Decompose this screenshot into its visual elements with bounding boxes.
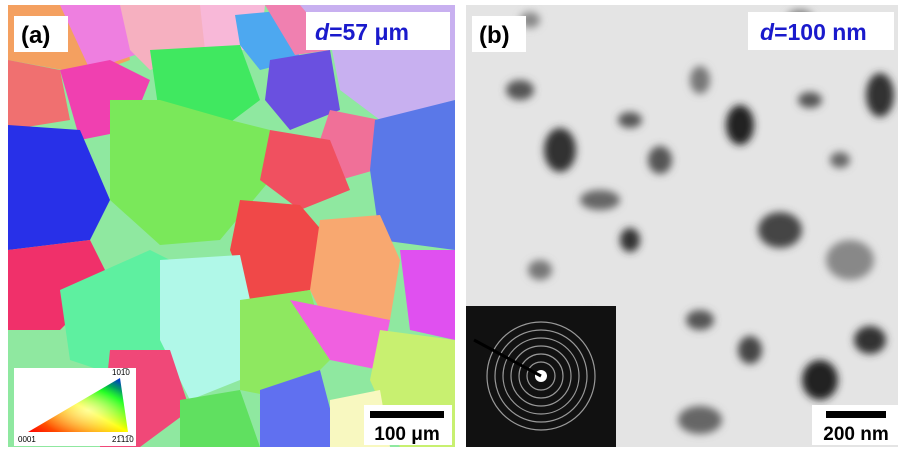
panel-label-box (14, 16, 68, 52)
ipf-top: 101̅0 (112, 368, 130, 377)
scale-bar (826, 411, 886, 418)
size-symbol: d (760, 19, 775, 45)
panel-label: (a) (21, 22, 50, 49)
size-symbol: d (315, 19, 330, 45)
ipf-triangle-shade (28, 378, 128, 432)
beam-stop (473, 338, 542, 378)
grain-size: d=100 nm (760, 19, 867, 45)
grain-size: d=57 μm (315, 19, 409, 45)
ipf-right: 21̅11̅0 (112, 435, 134, 444)
size-value: =57 μm (329, 19, 409, 45)
ipf-left: 0001 (18, 435, 36, 444)
panel-label-box (472, 16, 526, 52)
scale-bar (370, 411, 444, 418)
size-value: =100 nm (774, 19, 867, 45)
ebsd-map (8, 5, 455, 447)
grain-size-box (306, 12, 450, 50)
scale-bar-label: 200 nm (823, 424, 888, 445)
scale-bar-label: 100 μm (374, 424, 440, 445)
grain-size-box (748, 12, 894, 50)
diffraction-rings (486, 321, 596, 431)
panel-label: (b) (479, 22, 510, 49)
